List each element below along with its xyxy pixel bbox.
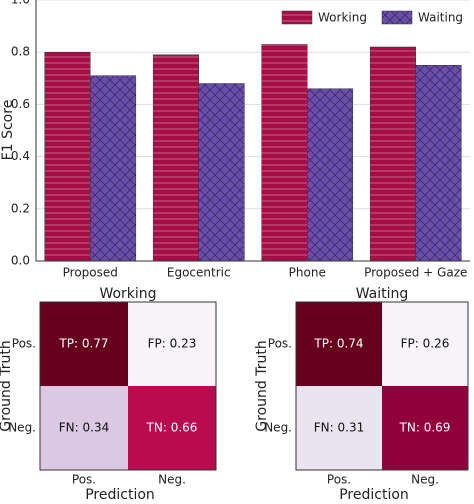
bar-hatch (198, 83, 245, 262)
cell-label: TN: 0.66 (146, 421, 198, 435)
x-tick-label: Pos. (72, 473, 96, 487)
y-axis-label: F1 Score (0, 100, 16, 161)
y-tick-label: Neg. (264, 421, 292, 435)
heatmap-cell (296, 386, 382, 470)
y-tick-label: Neg. (8, 421, 36, 435)
x-tick-label: Neg. (411, 473, 439, 487)
heatmap-cell (40, 302, 128, 386)
bar-hatch (261, 44, 308, 262)
x-tick-label: Phone (289, 266, 326, 280)
cell-label: TP: 0.74 (313, 337, 363, 351)
x-tick-label: Egocentric (167, 266, 231, 280)
y-tick-label: 0.6 (11, 97, 30, 111)
y-axis-label: Ground Truth (0, 340, 14, 431)
cell-label: TP: 0.77 (58, 337, 108, 351)
y-tick-label: 0.8 (11, 45, 30, 59)
heatmap-cell (382, 302, 468, 386)
bar-hatch (415, 65, 462, 261)
y-tick-label: 0.0 (11, 254, 30, 268)
bar-hatch (153, 54, 199, 262)
bar-hatch (307, 88, 353, 262)
heatmap-cell (382, 386, 468, 470)
cell-label: FN: 0.34 (59, 421, 109, 435)
x-tick-label: Pos. (327, 473, 351, 487)
legend-label: Working (318, 11, 367, 25)
cell-label: TN: 0.69 (399, 421, 451, 435)
cell-label: FP: 0.26 (401, 337, 450, 351)
cell-label: FN: 0.31 (314, 421, 364, 435)
heatmap-frame (39, 301, 217, 471)
y-tick-label: 0.2 (11, 201, 30, 215)
heatmap-title: Working (99, 286, 156, 302)
x-tick-label: Neg. (158, 473, 186, 487)
heatmap-cell (128, 386, 216, 470)
cell-label: FP: 0.23 (148, 337, 197, 351)
heatmap-frame (295, 301, 469, 471)
y-tick-label: 0.4 (11, 149, 30, 163)
y-tick-label: Pos. (268, 337, 292, 351)
heatmap-cell (296, 302, 382, 386)
legend-hatch (282, 11, 312, 24)
x-axis-label: Prediction (85, 487, 155, 503)
legend-hatch (382, 11, 412, 24)
legend-label: Waiting (418, 11, 463, 25)
heatmap-title: Waiting (356, 286, 409, 302)
x-axis-label: Prediction (339, 487, 409, 503)
bar-hatch (44, 52, 91, 262)
heatmap-cell (128, 302, 216, 386)
x-tick-label: Proposed + Gaze (364, 266, 467, 280)
y-tick-label: 1.0 (11, 0, 30, 7)
x-tick-label: Proposed (63, 266, 118, 280)
bar-hatch (370, 46, 416, 262)
heatmap-cell (40, 386, 128, 470)
bar-hatch (90, 75, 136, 261)
y-tick-label: Pos. (12, 337, 36, 351)
y-axis-label: Ground Truth (254, 340, 270, 431)
